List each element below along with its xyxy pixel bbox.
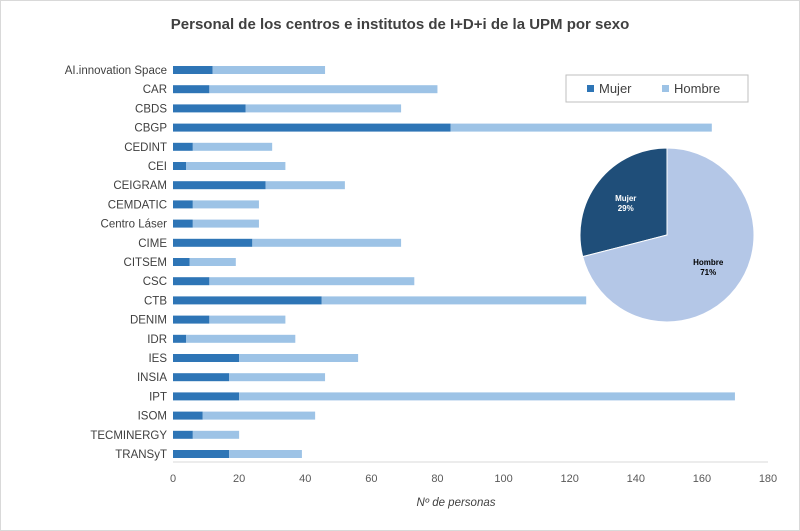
bar-cei-hombre — [186, 162, 286, 170]
bar-ai-innovation-space-hombre — [212, 66, 326, 74]
bar-insia-mujer — [173, 373, 230, 382]
bar-car-hombre — [209, 85, 438, 94]
category-label-ceigram: CEIGRAM — [113, 180, 167, 192]
pie-slice-mujer — [579, 147, 668, 258]
bar-insia-hombre — [229, 373, 326, 382]
pie-label-hombre: Hombre — [693, 258, 724, 267]
category-label-denim: DENIM — [130, 315, 167, 327]
category-label-transyt: TRANSyT — [115, 449, 167, 461]
category-labels: AI.innovation Space CAR CBDS CBGP CEDINT CEI C… — [65, 65, 168, 461]
bar-tecminergy-hombre — [192, 430, 240, 439]
bar-ctb-hombre — [321, 296, 587, 305]
x-tick-label-40: 40 — [299, 473, 311, 485]
bar-cbgp-hombre — [450, 123, 712, 132]
category-label-ipt: IPT — [149, 391, 167, 403]
bar-csc-mujer — [173, 277, 210, 286]
bar-cbgp-mujer — [173, 123, 451, 132]
category-label-cei: CEI — [148, 161, 167, 173]
category-label-cbgp: CBGP — [134, 123, 167, 135]
bar-transyt-hombre — [229, 450, 302, 458]
legend-label-mujer: Mujer — [599, 81, 632, 96]
bar-isom-hombre — [202, 411, 316, 420]
bar-tecminergy-mujer — [173, 430, 193, 439]
category-label-cedint: CEDINT — [124, 142, 167, 154]
bar-transyt-mujer — [173, 450, 230, 458]
bar-ceigram-hombre — [265, 181, 345, 190]
category-label-insia: INSIA — [137, 372, 167, 384]
x-tick-label-20: 20 — [233, 473, 245, 485]
bar-citsem-mujer — [173, 258, 190, 266]
bar-cedint-mujer — [173, 142, 193, 151]
pie-label-mujer: Mujer — [615, 194, 636, 203]
bar-cbds-mujer — [173, 104, 246, 113]
legend-swatch-hombre — [662, 85, 669, 92]
bar-cei-mujer — [173, 162, 187, 170]
pie-percent-mujer: 29% — [618, 204, 634, 213]
x-tick-label-100: 100 — [494, 473, 512, 485]
x-tick-label-80: 80 — [431, 473, 443, 485]
bar-car-mujer — [173, 85, 210, 94]
category-label-ctb: CTB — [144, 295, 167, 307]
x-tick-label-120: 120 — [560, 473, 578, 485]
bar-csc-hombre — [209, 277, 415, 286]
x-tick-label-160: 160 — [693, 473, 711, 485]
bar-centro-l-ser-mujer — [173, 219, 193, 228]
category-label-centro-l-ser: Centro Láser — [101, 219, 168, 231]
category-label-citsem: CITSEM — [124, 257, 167, 269]
pie-percent-hombre: 71% — [700, 268, 716, 277]
legend-label-hombre: Hombre — [674, 81, 720, 96]
category-label-cbds: CBDS — [135, 103, 167, 115]
category-label-tecminergy: TECMINERGY — [90, 430, 167, 442]
bar-isom-mujer — [173, 411, 203, 420]
category-label-csc: CSC — [143, 276, 167, 288]
bar-ies-mujer — [173, 354, 240, 362]
bar-ctb-mujer — [173, 296, 322, 305]
inset-pie: Mujer 29% Hombre 71% — [579, 147, 755, 323]
category-label-car: CAR — [143, 84, 167, 96]
category-label-cemdatic: CEMDATIC — [108, 199, 167, 211]
x-tick-label-180: 180 — [759, 473, 777, 485]
category-label-ies: IES — [148, 353, 167, 365]
x-axis-title: Nº de personas — [417, 497, 496, 509]
bar-ipt-mujer — [173, 392, 240, 401]
legend-box — [565, 74, 749, 103]
pie-slice-hombre — [582, 147, 755, 323]
bar-citsem-hombre — [189, 258, 236, 266]
category-label-ai-innovation-space: AI.innovation Space — [65, 65, 167, 77]
bar-cedint-hombre — [192, 142, 273, 151]
x-tick-label-0: 0 — [170, 473, 176, 485]
x-tick-label-140: 140 — [627, 473, 645, 485]
category-label-isom: ISOM — [138, 411, 167, 423]
bar-cemdatic-hombre — [192, 200, 259, 209]
category-label-cime: CIME — [138, 238, 167, 250]
legend: Mujer Hombre — [565, 74, 749, 103]
category-label-idr: IDR — [147, 334, 167, 346]
bar-ai-innovation-space-mujer — [173, 66, 213, 74]
x-tick-label-60: 60 — [365, 473, 377, 485]
x-tick-labels: 0 20 40 60 80 100 120 140 160 180 — [170, 473, 777, 485]
legend-swatch-mujer — [587, 85, 594, 92]
bar-denim-mujer — [173, 315, 210, 324]
bars-group — [173, 66, 735, 458]
bar-cbds-hombre — [245, 104, 402, 113]
bar-denim-hombre — [209, 315, 286, 324]
bar-idr-hombre — [186, 334, 296, 343]
bar-cime-mujer — [173, 238, 253, 247]
bar-ies-hombre — [239, 354, 359, 362]
bar-centro-l-ser-hombre — [192, 219, 259, 228]
bar-idr-mujer — [173, 334, 187, 343]
bar-cemdatic-mujer — [173, 200, 193, 209]
bar-cime-hombre — [252, 238, 402, 247]
chart-title: Personal de los centros e institutos de … — [171, 16, 629, 33]
bar-ipt-hombre — [239, 392, 735, 401]
bar-ceigram-mujer — [173, 181, 266, 190]
